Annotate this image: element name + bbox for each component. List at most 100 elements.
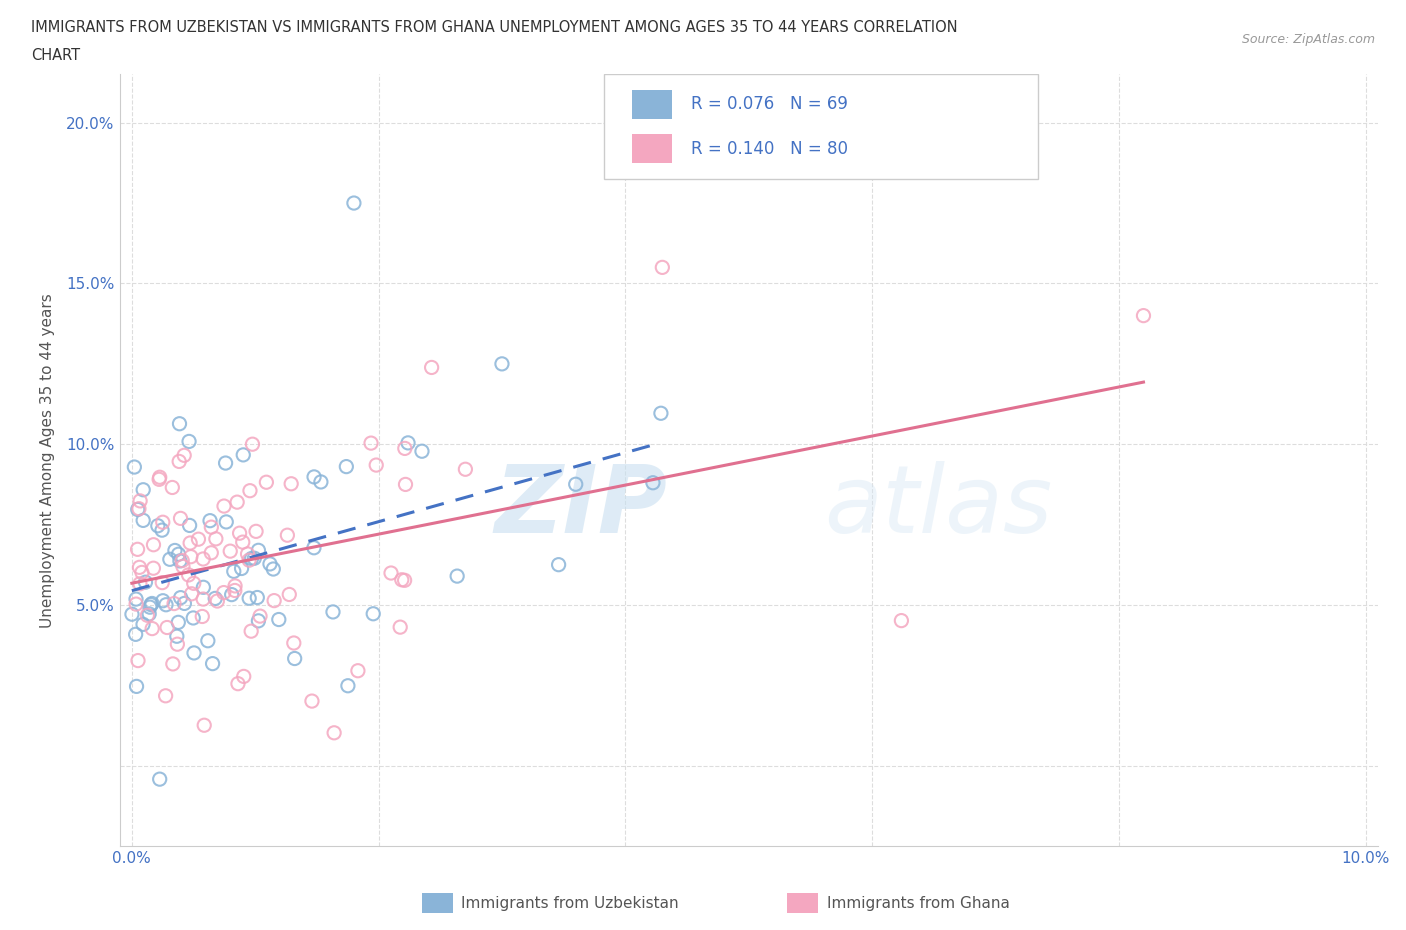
- Point: [150, 523, 173, 538]
- Text: R = 0.076   N = 69: R = 0.076 N = 69: [690, 95, 848, 113]
- Bar: [787, 893, 818, 913]
- Point: [183, 645, 205, 660]
- Point: [284, 651, 307, 666]
- Point: [243, 551, 266, 565]
- Point: [167, 547, 190, 562]
- Point: [228, 525, 250, 540]
- Point: [280, 476, 302, 491]
- Point: [267, 612, 290, 627]
- Text: atlas: atlas: [824, 461, 1053, 552]
- Point: [200, 520, 222, 535]
- Point: [650, 405, 672, 420]
- Point: [172, 559, 194, 574]
- Point: [124, 627, 146, 642]
- Point: [150, 575, 173, 590]
- Point: [278, 587, 301, 602]
- Point: [242, 437, 264, 452]
- Point: [226, 495, 249, 510]
- Point: [173, 448, 195, 463]
- Point: [380, 565, 402, 580]
- Point: [247, 543, 270, 558]
- Point: [177, 567, 200, 582]
- Point: [125, 679, 148, 694]
- Point: [212, 498, 235, 513]
- Point: [162, 657, 184, 671]
- Y-axis label: Unemployment Among Ages 35 to 44 years: Unemployment Among Ages 35 to 44 years: [41, 293, 55, 628]
- Text: Source: ZipAtlas.com: Source: ZipAtlas.com: [1241, 33, 1375, 46]
- Point: [411, 444, 433, 458]
- Point: [394, 573, 416, 588]
- Text: CHART: CHART: [31, 48, 80, 63]
- Point: [259, 556, 281, 571]
- Point: [205, 531, 228, 546]
- Point: [146, 518, 169, 533]
- Point: [132, 617, 155, 631]
- Point: [204, 591, 226, 605]
- Point: [181, 610, 204, 625]
- Point: [148, 472, 170, 486]
- Point: [236, 547, 259, 562]
- Point: [141, 621, 163, 636]
- Point: [239, 484, 262, 498]
- Point: [302, 540, 325, 555]
- Point: [172, 553, 194, 568]
- Point: [240, 624, 263, 639]
- Point: [890, 613, 912, 628]
- Point: [125, 591, 148, 606]
- Point: [197, 633, 219, 648]
- Point: [167, 454, 190, 469]
- Point: [347, 663, 370, 678]
- Point: [226, 676, 249, 691]
- Point: [564, 477, 586, 492]
- Point: [323, 725, 346, 740]
- Point: [163, 596, 186, 611]
- Point: [124, 459, 146, 474]
- Point: [231, 561, 253, 576]
- Point: [193, 591, 215, 606]
- Point: [232, 669, 254, 684]
- Point: [302, 470, 325, 485]
- Point: [219, 544, 242, 559]
- Point: [212, 585, 235, 600]
- Point: [155, 688, 177, 703]
- Point: [222, 564, 245, 578]
- Text: R = 0.140   N = 80: R = 0.140 N = 80: [690, 140, 848, 158]
- Point: [129, 494, 152, 509]
- Point: [446, 568, 468, 583]
- Point: [262, 562, 284, 577]
- Point: [396, 435, 419, 450]
- Point: [159, 551, 181, 566]
- Point: [180, 586, 202, 601]
- Point: [335, 459, 357, 474]
- Point: [238, 552, 260, 567]
- Point: [166, 637, 188, 652]
- Text: Immigrants from Uzbekistan: Immigrants from Uzbekistan: [461, 896, 679, 910]
- Point: [276, 527, 298, 542]
- Point: [142, 561, 165, 576]
- Point: [183, 576, 205, 591]
- Point: [343, 195, 366, 210]
- Point: [169, 417, 191, 432]
- Point: [179, 536, 201, 551]
- Point: [125, 597, 148, 612]
- Point: [131, 565, 153, 579]
- Point: [156, 620, 179, 635]
- Point: [163, 543, 186, 558]
- Point: [366, 458, 388, 472]
- Point: [127, 502, 149, 517]
- Point: [134, 575, 156, 590]
- Point: [169, 511, 191, 525]
- Point: [180, 550, 202, 565]
- Point: [152, 593, 174, 608]
- Point: [162, 480, 184, 495]
- Point: [191, 551, 214, 566]
- Point: [132, 513, 155, 528]
- Point: [142, 538, 165, 552]
- Point: [201, 657, 224, 671]
- Point: [420, 360, 443, 375]
- Point: [641, 475, 664, 490]
- Point: [166, 629, 188, 644]
- Point: [177, 434, 200, 449]
- Point: [360, 435, 382, 450]
- FancyBboxPatch shape: [605, 74, 1038, 179]
